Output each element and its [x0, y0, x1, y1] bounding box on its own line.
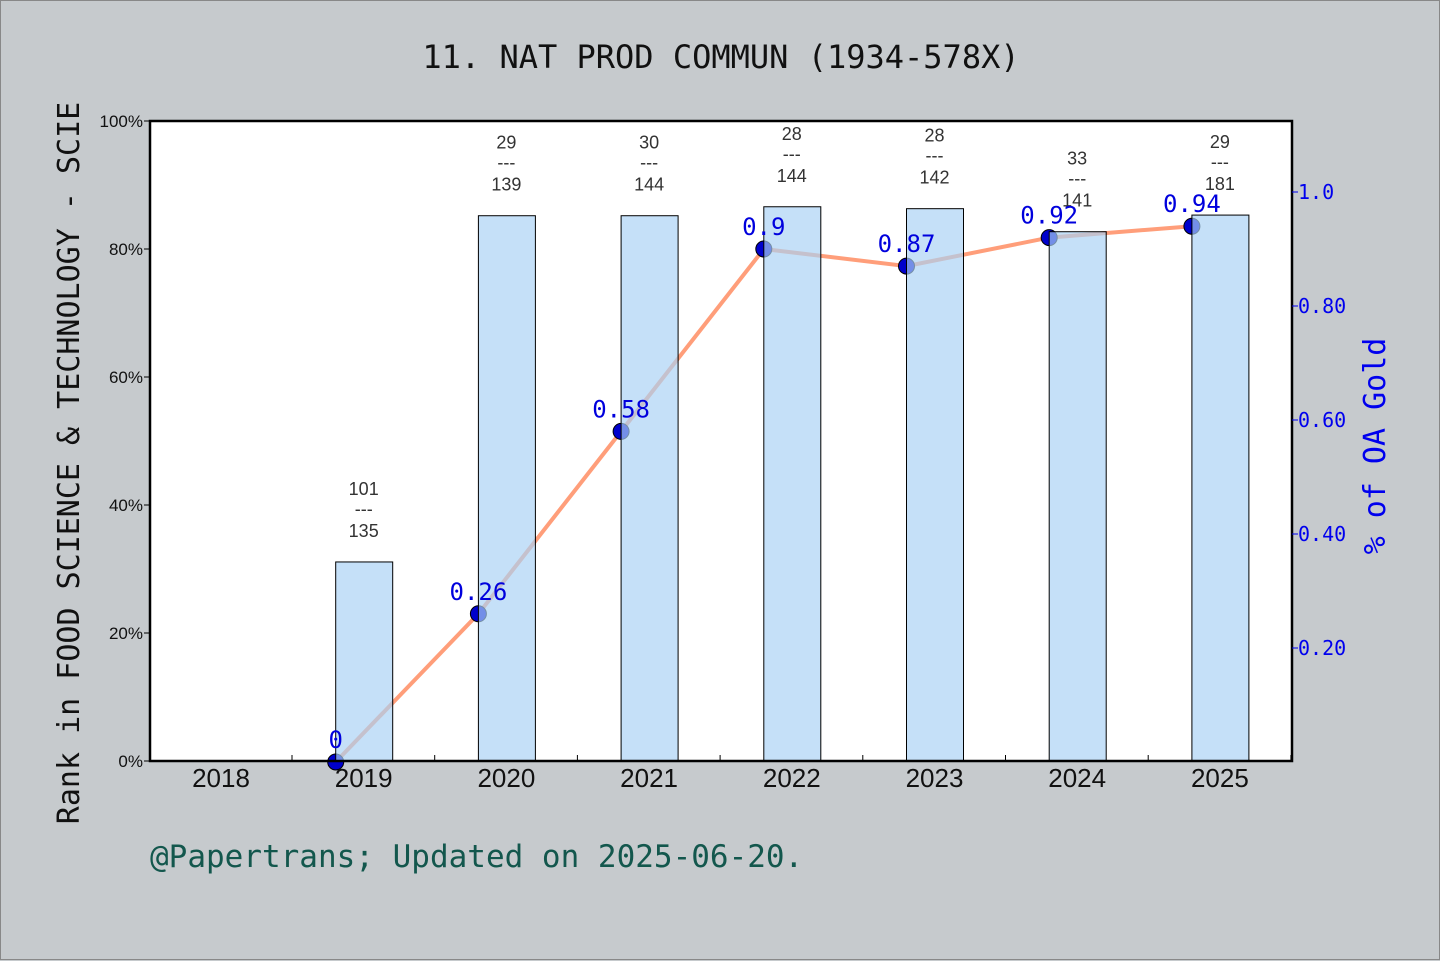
- footer-note: @Papertrans; Updated on 2025-06-20.: [150, 839, 803, 875]
- oa-value-label: 0.87: [878, 230, 936, 258]
- bar-2021: [620, 215, 679, 762]
- x-tick-label: 2018: [192, 763, 250, 793]
- axes: 0% 20% 40% 60% 80% 100% 0.20 0.40 0.60 0.80 1.0 201…: [100, 112, 1347, 793]
- rank-label: 101: [349, 479, 379, 499]
- y2-tick-label: 0.80: [1298, 294, 1346, 318]
- oa-value-label: 0.94: [1163, 190, 1221, 218]
- y2-tick-label: 0.40: [1298, 522, 1346, 546]
- y-tick-label: 60%: [109, 368, 143, 387]
- rank-total: 181: [1205, 174, 1235, 194]
- y2-tick-label: 1.0: [1298, 180, 1334, 204]
- rank-total: 144: [777, 166, 807, 186]
- oa-value-label: 0: [328, 726, 342, 754]
- y-axis-label: Rank in FOOD SCIENCE & TECHNOLOGY - SCIE: [52, 102, 87, 824]
- y2-tick-label: 0.60: [1298, 408, 1346, 432]
- bar-series: [335, 206, 1250, 762]
- oa-value-label: 0.26: [450, 578, 508, 606]
- rank-total: 139: [491, 175, 521, 195]
- y-tick-label: 40%: [109, 496, 143, 515]
- rank-separator: ---: [355, 499, 373, 519]
- bar-2022: [763, 206, 822, 762]
- rank-label: 28: [924, 126, 944, 146]
- rank-separator: ---: [926, 146, 944, 166]
- oa-value-label: 0.9: [742, 213, 785, 241]
- bar-2019: [335, 561, 394, 762]
- y2-axis-label: % of OA Gold: [1358, 338, 1393, 555]
- bar-2025: [1191, 214, 1250, 762]
- y-tick-label: 80%: [109, 240, 143, 259]
- rank-total: 142: [919, 168, 949, 188]
- x-tick-label: 2019: [335, 763, 393, 793]
- bar-2023: [906, 208, 964, 762]
- bar-2024: [1048, 231, 1107, 762]
- y2-tick-label: 0.20: [1298, 636, 1346, 660]
- x-tick-label: 2024: [1048, 763, 1106, 793]
- rank-separator: ---: [1068, 169, 1086, 189]
- x-tick-label: 2020: [477, 763, 535, 793]
- oa-value-label: 0.92: [1020, 202, 1078, 230]
- x-tick-label: 2025: [1191, 763, 1249, 793]
- data-labels: 101---13529---13930---14428---14428---14…: [328, 124, 1234, 754]
- chart-title: 11. NAT PROD COMMUN (1934-578X): [422, 38, 1019, 76]
- x-tick-label: 2023: [906, 763, 964, 793]
- y-tick-label: 100%: [100, 112, 143, 131]
- y-tick-label: 0%: [118, 752, 143, 771]
- rank-separator: ---: [497, 153, 515, 173]
- y-tick-label: 20%: [109, 624, 143, 643]
- bar-2020: [477, 215, 536, 762]
- oa-value-label: 0.58: [592, 395, 650, 423]
- rank-label: 29: [1210, 132, 1230, 152]
- plot-area: [150, 121, 1292, 761]
- rank-label: 33: [1067, 149, 1087, 169]
- x-tick-label: 2021: [620, 763, 678, 793]
- rank-total: 141: [1062, 191, 1092, 211]
- rank-separator: ---: [783, 144, 801, 164]
- rank-separator: ---: [1211, 152, 1229, 172]
- rank-total: 135: [349, 521, 379, 541]
- rank-separator: ---: [640, 153, 658, 173]
- plot-frame: [148, 119, 1294, 763]
- rank-label: 28: [782, 124, 802, 144]
- rank-label: 29: [496, 133, 516, 153]
- rank-total: 144: [634, 175, 664, 195]
- rank-label: 30: [639, 133, 659, 153]
- x-tick-label: 2022: [763, 763, 821, 793]
